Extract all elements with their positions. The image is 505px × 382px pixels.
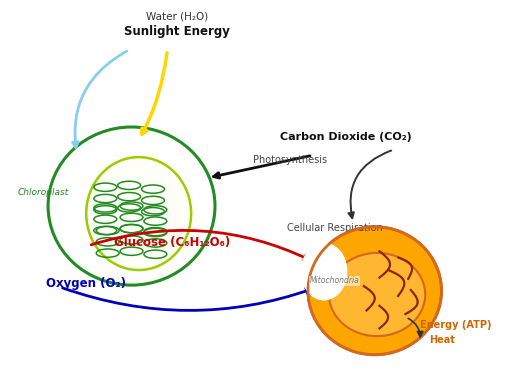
Text: Water (H₂O): Water (H₂O)	[146, 12, 208, 22]
Text: Carbon Dioxide (CO₂): Carbon Dioxide (CO₂)	[280, 132, 412, 142]
Text: Sunlight Energy: Sunlight Energy	[124, 25, 230, 38]
Text: Glucose (C₆H₁₂O₆): Glucose (C₆H₁₂O₆)	[114, 236, 230, 249]
Ellipse shape	[86, 157, 191, 270]
Text: Chloroplast: Chloroplast	[18, 188, 69, 197]
Ellipse shape	[300, 243, 347, 300]
Text: Photosynthesis: Photosynthesis	[253, 155, 327, 165]
Ellipse shape	[48, 127, 215, 285]
Text: Energy (ATP): Energy (ATP)	[420, 320, 491, 330]
Text: Heat: Heat	[430, 335, 456, 345]
Ellipse shape	[308, 227, 441, 355]
Ellipse shape	[329, 253, 425, 336]
Text: Cellular Respiration: Cellular Respiration	[286, 223, 382, 233]
Text: Mitochondria: Mitochondria	[310, 276, 359, 285]
Ellipse shape	[300, 243, 347, 300]
Text: Oxygen (O₂): Oxygen (O₂)	[46, 277, 126, 290]
